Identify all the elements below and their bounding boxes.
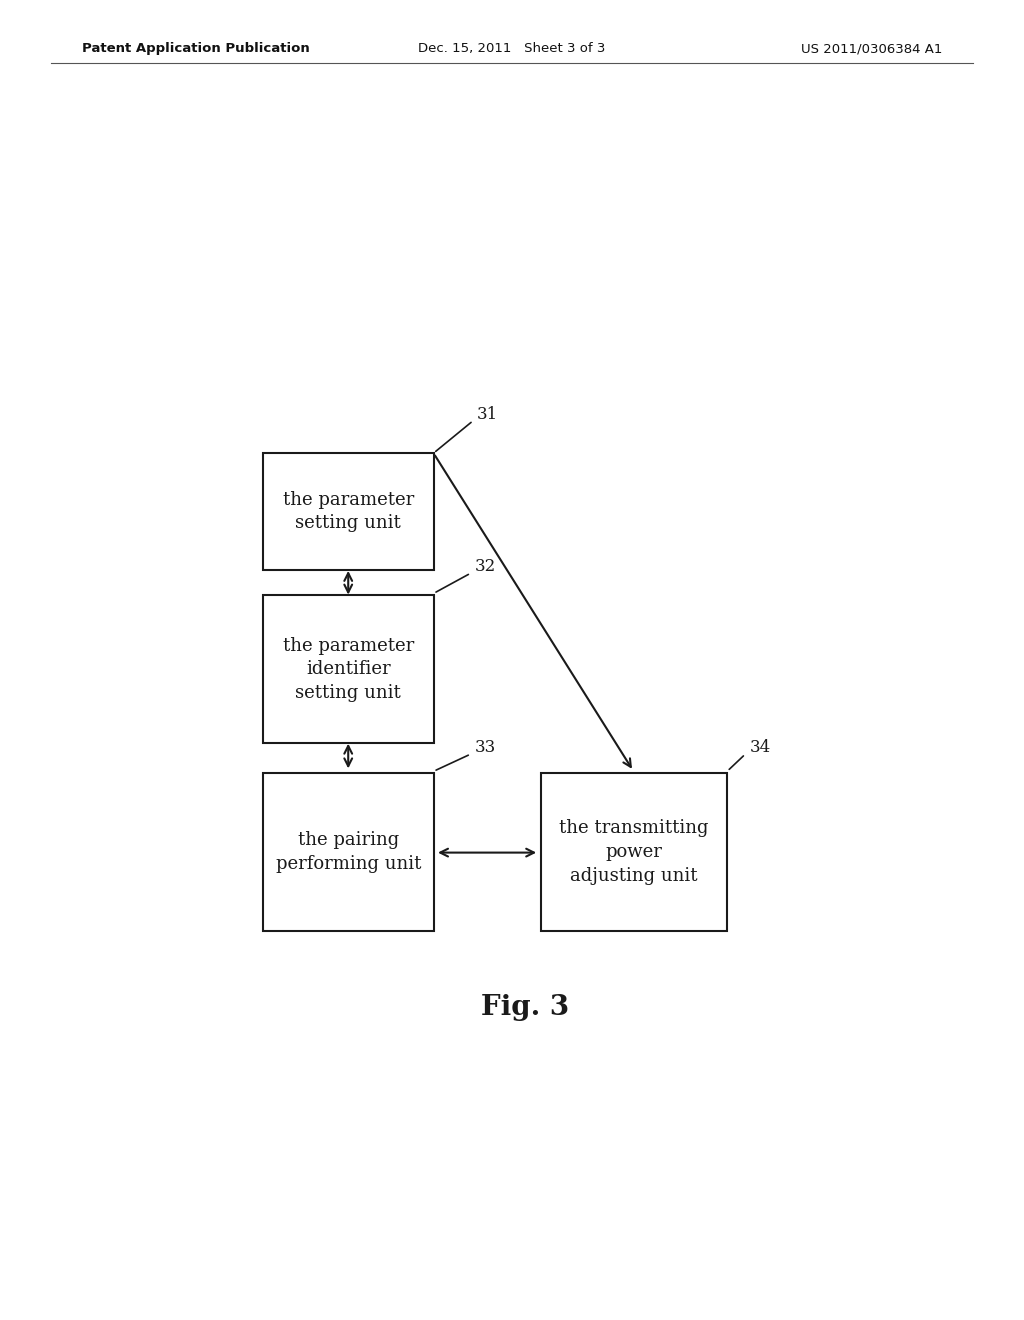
Text: the transmitting
power
adjusting unit: the transmitting power adjusting unit (559, 820, 709, 884)
Text: Fig. 3: Fig. 3 (480, 994, 569, 1020)
Bar (263, 774, 433, 931)
Text: Patent Application Publication: Patent Application Publication (82, 42, 309, 55)
Text: 33: 33 (475, 739, 496, 756)
Bar (263, 595, 433, 743)
Text: 32: 32 (475, 558, 496, 576)
Text: 31: 31 (477, 407, 499, 422)
Text: 34: 34 (751, 739, 771, 756)
Text: the parameter
setting unit: the parameter setting unit (283, 491, 414, 532)
Text: the parameter
identifier
setting unit: the parameter identifier setting unit (283, 636, 414, 702)
Text: US 2011/0306384 A1: US 2011/0306384 A1 (801, 42, 942, 55)
Bar (541, 774, 727, 931)
Text: Dec. 15, 2011   Sheet 3 of 3: Dec. 15, 2011 Sheet 3 of 3 (419, 42, 605, 55)
Bar (263, 453, 433, 570)
Text: the pairing
performing unit: the pairing performing unit (275, 832, 421, 873)
